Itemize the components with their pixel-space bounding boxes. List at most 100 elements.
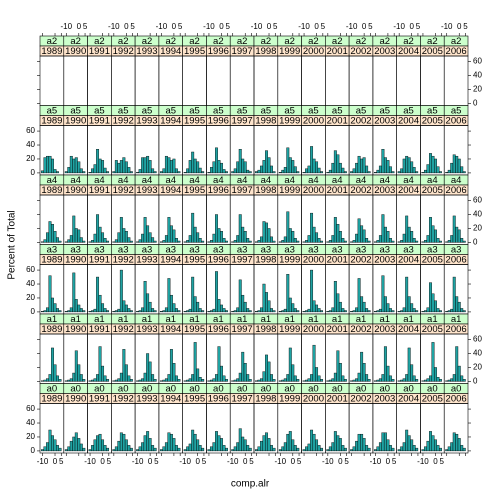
strip-group-label: a0 xyxy=(118,384,129,395)
bar xyxy=(270,308,273,313)
strip-group-label: a0 xyxy=(308,384,319,395)
bar xyxy=(148,438,152,452)
bar xyxy=(169,433,173,452)
strip-group-label: a3 xyxy=(379,245,390,256)
bar xyxy=(143,435,147,452)
strip-group-label: a5 xyxy=(379,106,390,117)
strip-year-label: 2003 xyxy=(374,324,395,335)
bar xyxy=(357,218,361,243)
bar xyxy=(283,378,287,382)
bar xyxy=(296,447,300,452)
bar xyxy=(96,374,100,382)
bar xyxy=(58,240,62,243)
panel xyxy=(253,55,279,106)
bar xyxy=(119,217,123,243)
bar xyxy=(452,432,456,452)
strip-year-label: 1990 xyxy=(65,116,86,127)
bar xyxy=(69,235,73,243)
strip-group-label: a3 xyxy=(213,245,224,256)
bar xyxy=(333,372,337,382)
bar xyxy=(270,165,273,174)
bar xyxy=(98,294,102,313)
bar xyxy=(164,442,168,452)
bar xyxy=(138,239,142,243)
x-tick-label: 5 xyxy=(130,22,135,31)
bar xyxy=(146,431,150,452)
strip-year-label: 1996 xyxy=(208,394,229,405)
bar xyxy=(338,231,342,243)
bar xyxy=(191,429,195,452)
strip-group-label: a3 xyxy=(403,245,414,256)
strip-year-label: 2006 xyxy=(446,255,467,266)
bar xyxy=(320,379,324,382)
y-tick-label: 60 xyxy=(26,265,35,274)
strip-group-label: a5 xyxy=(189,106,200,117)
bar xyxy=(56,375,59,382)
bar xyxy=(286,274,290,313)
bar xyxy=(225,310,228,313)
bar xyxy=(373,380,377,382)
strip-group-label: a2 xyxy=(451,36,462,47)
bar xyxy=(262,435,266,452)
bar xyxy=(272,447,276,452)
bar xyxy=(434,439,437,452)
strip-year-label: 1989 xyxy=(41,46,62,57)
strip-year-label: 2006 xyxy=(446,394,467,405)
bar xyxy=(317,167,321,174)
strip-group-label: a4 xyxy=(261,175,272,186)
bar xyxy=(119,372,123,382)
bar xyxy=(278,380,282,382)
strip-group-label: a4 xyxy=(213,175,224,186)
bar xyxy=(188,160,192,174)
bar xyxy=(293,445,297,452)
strip-group-label: a5 xyxy=(403,106,414,117)
strip-year-label: 1991 xyxy=(89,255,110,266)
x-tick-label: 5 xyxy=(202,457,207,466)
bar xyxy=(231,171,235,174)
y-tick-label: 0 xyxy=(473,377,478,386)
bar xyxy=(352,168,356,174)
bar xyxy=(373,241,377,243)
strip-group-label: a2 xyxy=(284,36,295,47)
bar xyxy=(77,161,81,174)
bar xyxy=(172,438,176,452)
bar xyxy=(355,378,359,382)
bar xyxy=(79,443,83,452)
bar xyxy=(307,165,311,174)
bar xyxy=(183,449,187,452)
bar xyxy=(103,308,107,313)
strip-group-label: a0 xyxy=(237,384,248,395)
bar xyxy=(46,378,49,382)
strip-year-label: 1998 xyxy=(255,394,276,405)
bar xyxy=(127,237,131,243)
strip-year-label: 2006 xyxy=(446,46,467,57)
bar xyxy=(260,165,263,174)
bar xyxy=(112,171,116,174)
bar xyxy=(350,171,354,174)
bar xyxy=(222,169,226,174)
bar xyxy=(445,311,449,313)
bar xyxy=(315,232,319,243)
bar xyxy=(407,157,411,174)
bar xyxy=(53,439,57,452)
strip-year-label: 2002 xyxy=(350,255,371,266)
x-tick-label: -10 xyxy=(393,22,405,31)
bar xyxy=(429,375,432,382)
bar xyxy=(248,240,252,243)
bar xyxy=(278,172,282,174)
bar xyxy=(429,217,432,243)
strip-year-label: 1995 xyxy=(184,116,205,127)
bar xyxy=(452,154,456,174)
bar xyxy=(302,241,306,243)
bar xyxy=(96,214,100,243)
bar xyxy=(457,301,461,313)
bar xyxy=(460,445,464,452)
strip-year-label: 1997 xyxy=(232,116,253,127)
bar xyxy=(283,167,287,174)
strip-year-label: 1992 xyxy=(113,255,134,266)
bar xyxy=(341,308,345,313)
bar xyxy=(352,379,356,382)
bar xyxy=(305,240,309,243)
bar xyxy=(407,226,411,243)
